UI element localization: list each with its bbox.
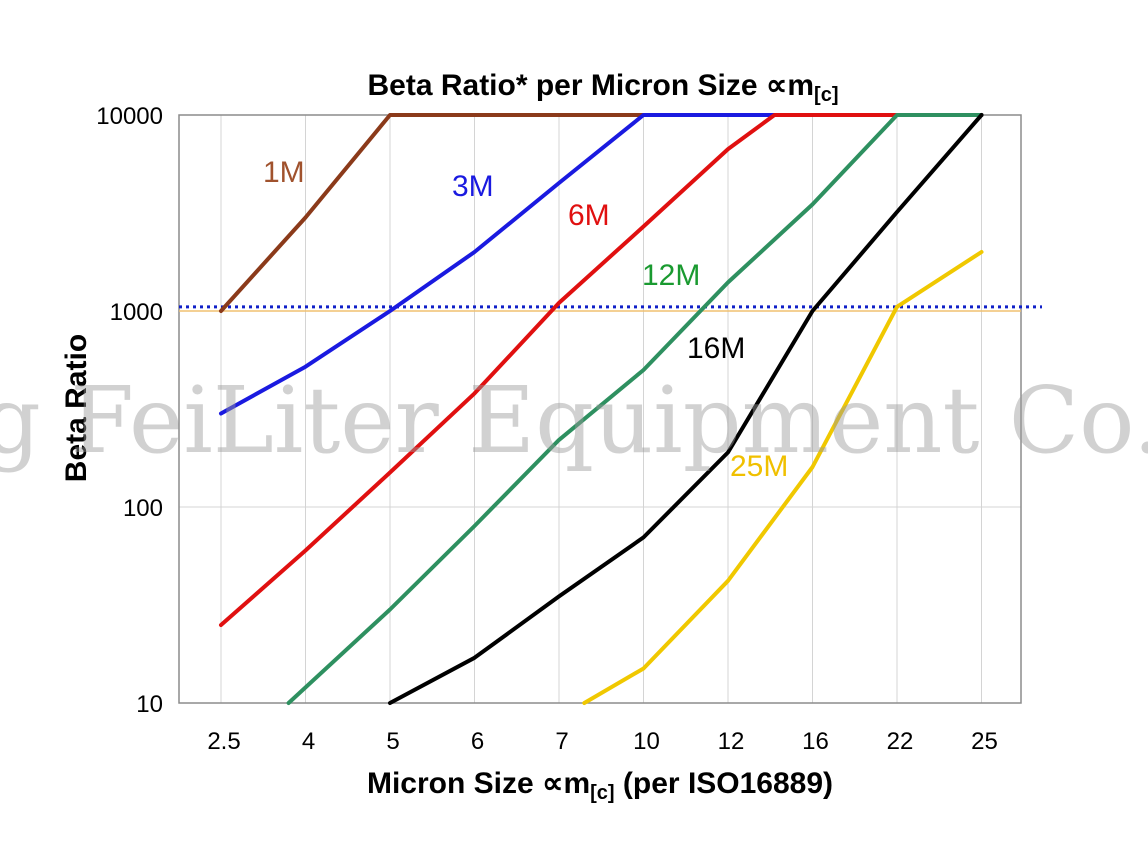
chart-title: Beta Ratio* per Micron Size ∝m[c] <box>367 69 838 106</box>
series-line-25m <box>582 250 984 705</box>
series-label-1m: 1M <box>263 156 305 189</box>
x-tick-label: 2.5 <box>207 728 240 755</box>
series-labels: 1M 3M 6M 12M 16M 25M <box>263 156 788 483</box>
y-tick-label: 100 <box>123 495 163 522</box>
series-line-12m <box>286 113 984 705</box>
x-tick-label: 7 <box>555 728 568 755</box>
series-line-6m <box>219 113 984 627</box>
series-label-6m: 6M <box>568 199 610 232</box>
x-axis-label-symbol: ∝ <box>542 767 563 800</box>
y-tick-label: 1000 <box>110 299 163 326</box>
y-axis-label: Beta Ratio <box>60 334 93 482</box>
series-lines <box>219 113 984 705</box>
x-axis-label-subscript: [c] <box>590 782 614 804</box>
x-tick-label: 10 <box>633 728 660 755</box>
series-label-16m: 16M <box>687 332 745 365</box>
x-axis-label: Micron Size ∝m[c] (per ISO16889) <box>367 767 833 804</box>
x-tick-label: 5 <box>386 728 399 755</box>
chart-title-symbol: ∝ <box>766 69 787 102</box>
x-axis-label-tail: (per ISO16889) <box>615 767 833 800</box>
chart-title-unit: m <box>787 69 814 102</box>
x-tick-label: 12 <box>718 728 745 755</box>
x-tick-label: 6 <box>471 728 484 755</box>
x-axis-label-text: Micron Size <box>367 767 542 800</box>
watermark: g FeiLiter Equipment Co. <box>0 367 1148 474</box>
y-tick-label: 10000 <box>96 103 163 130</box>
chart-title-text: Beta Ratio* per Micron Size <box>367 69 765 102</box>
y-tick-label: 10 <box>136 691 163 718</box>
x-tick-label: 22 <box>887 728 914 755</box>
series-label-12m: 12M <box>642 259 700 292</box>
x-axis-label-unit: m <box>563 767 590 800</box>
x-tick-label: 16 <box>802 728 829 755</box>
x-tick-label: 4 <box>302 728 315 755</box>
series-label-3m: 3M <box>452 170 494 203</box>
reference-lines <box>179 305 1042 312</box>
series-line-3m <box>219 113 984 416</box>
x-tick-labels: 2.5 4 5 6 7 10 12 16 22 25 <box>207 728 998 755</box>
series-label-25m: 25M <box>730 450 788 483</box>
x-tick-label: 25 <box>971 728 998 755</box>
series-line-16m <box>388 113 984 705</box>
y-tick-labels: 10 100 1000 10000 <box>96 103 163 718</box>
chart-title-subscript: [c] <box>814 84 838 106</box>
